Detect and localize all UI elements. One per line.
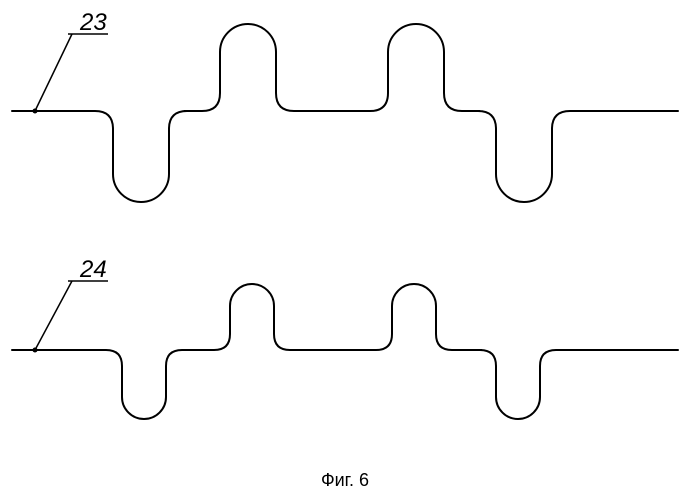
figure-caption: Фиг. 6 xyxy=(0,470,690,491)
profile-24-leader xyxy=(35,281,72,350)
profile-24-label: 24 xyxy=(79,256,107,283)
profile-24-curve xyxy=(12,284,678,419)
profile-23-curve xyxy=(12,24,678,202)
profile-24-leader-dot xyxy=(33,348,38,353)
profile-23: 23 xyxy=(12,9,678,202)
profile-24: 24 xyxy=(12,256,678,419)
profile-23-label: 23 xyxy=(79,9,107,36)
profile-23-leader-dot xyxy=(33,109,38,114)
figure-canvas: 23 24 xyxy=(0,0,690,470)
profile-23-leader xyxy=(35,34,72,111)
